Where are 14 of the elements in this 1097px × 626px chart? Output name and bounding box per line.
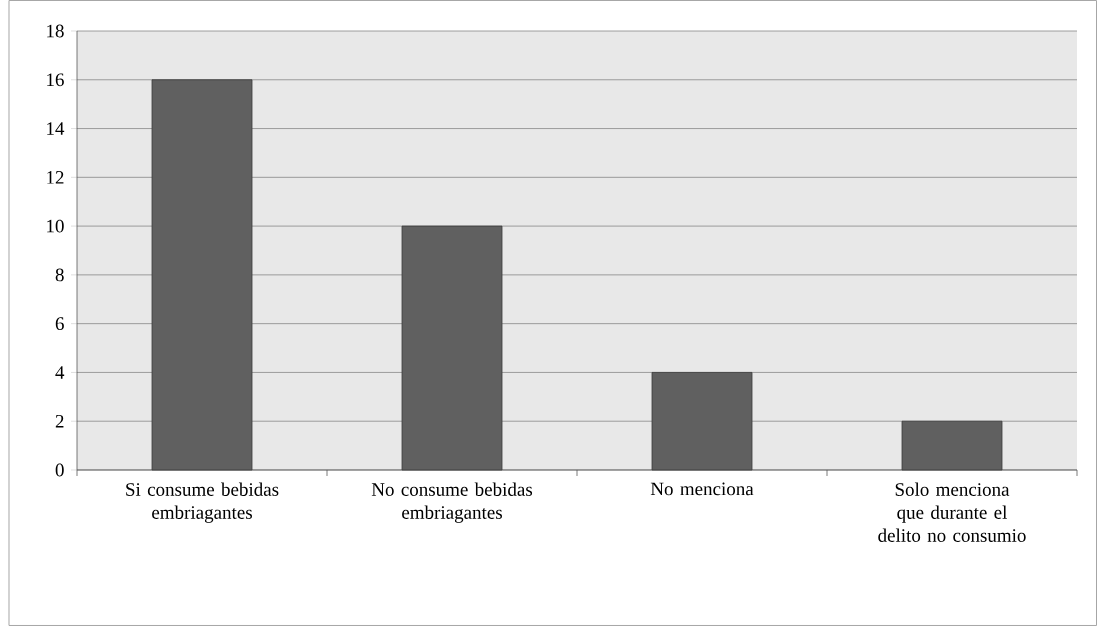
y-tick-label: 6 [55, 317, 64, 331]
y-tick-label: 10 [47, 219, 64, 233]
y-tick-label: 8 [55, 268, 64, 282]
y-tick-label: 16 [47, 73, 64, 87]
y-tick-label: 4 [55, 366, 65, 379]
x-tick-label: No consume bebidas embriagantes [371, 482, 533, 523]
y-tick-label: 14 [47, 122, 65, 135]
y-tick-label: 2 [55, 414, 64, 428]
x-tick-label: No menciona [650, 482, 754, 496]
x-tick-label: Solo menciona que durante el delito no consumio [878, 482, 1026, 542]
x-tick-label: Si consume bebidas embriagantes [126, 482, 279, 523]
y-tick-label: 12 [47, 171, 64, 184]
y-tick-label: 18 [47, 24, 64, 38]
y-tick-label: 0 [55, 463, 64, 477]
